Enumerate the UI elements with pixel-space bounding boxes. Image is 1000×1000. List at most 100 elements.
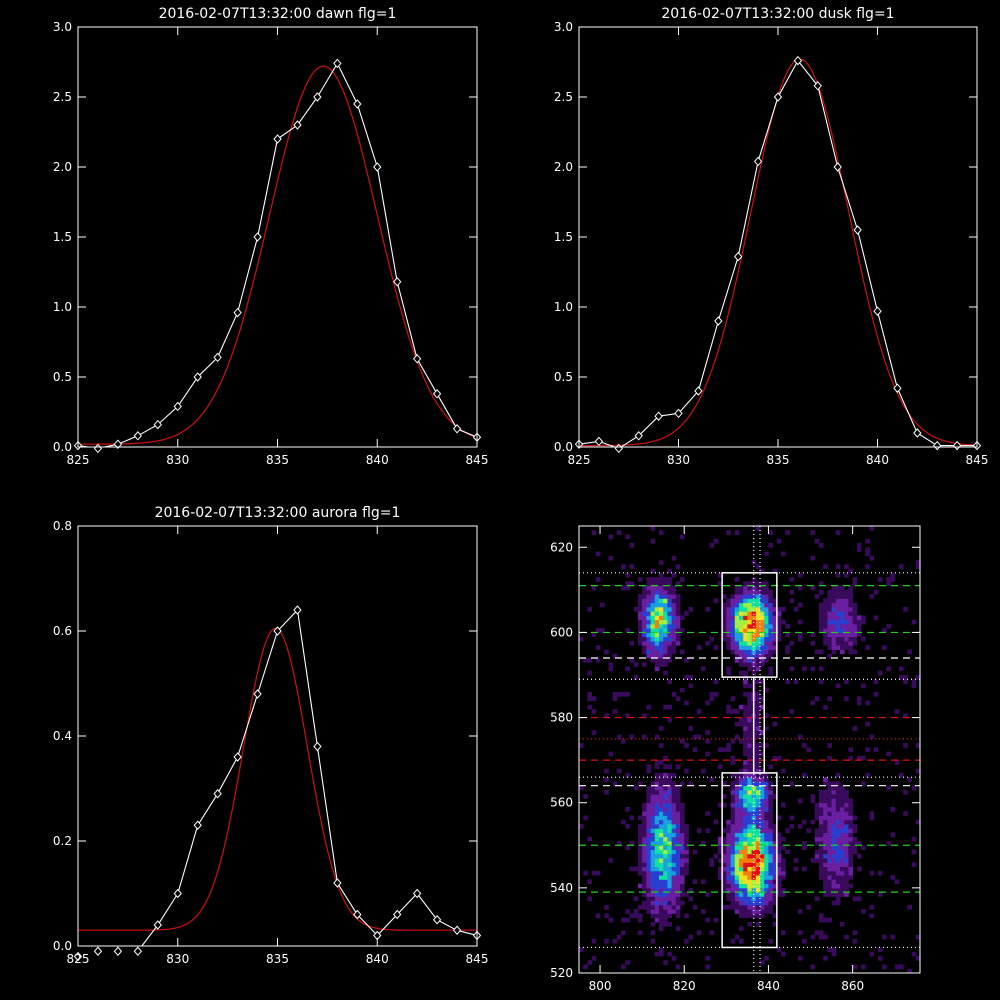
heatmap-cell: [844, 824, 849, 829]
heatmap-cell: [747, 696, 752, 701]
heatmap-cell: [654, 640, 660, 646]
heatmap-cell: [844, 598, 849, 604]
heatmap-cell: [768, 900, 773, 906]
heatmap-cell: [764, 649, 769, 655]
heatmap-cell: [659, 798, 664, 804]
heatmap-cell: [739, 853, 744, 859]
heatmap-cell: [764, 781, 769, 787]
heatmap-cell: [844, 870, 849, 876]
heatmap-cell: [894, 709, 900, 714]
heatmap-cell: [726, 747, 731, 753]
heatmap-cell: [823, 794, 828, 799]
heatmap-cell: [835, 896, 841, 902]
heatmap-cell: [755, 896, 761, 902]
heatmap-cell: [625, 581, 630, 586]
heatmap-cell: [734, 734, 740, 740]
heatmap-cell: [663, 636, 668, 642]
heatmap-cell: [831, 632, 837, 638]
heatmap-cell: [734, 781, 740, 787]
heatmap-cell: [915, 743, 921, 748]
data-point: [113, 946, 123, 957]
heatmap-cell: [650, 858, 656, 863]
heatmap-cell: [730, 649, 736, 655]
heatmap-cell: [726, 598, 731, 604]
heatmap-cell: [667, 853, 672, 859]
heatmap-cell: [856, 619, 862, 625]
heatmap-cell: [764, 879, 769, 884]
heatmap-cell: [827, 611, 832, 616]
heatmap-cell: [827, 875, 832, 880]
heatmap-cell: [747, 849, 752, 855]
heatmap-cell: [861, 909, 866, 914]
heatmap-cell: [911, 862, 917, 867]
heatmap-cell: [734, 530, 740, 535]
heatmap-cell: [646, 704, 651, 710]
heatmap-cell: [760, 781, 765, 787]
heatmap-cell: [650, 636, 656, 642]
heatmap-cell: [684, 824, 689, 829]
heatmap-cell: [869, 904, 875, 910]
heatmap-cell: [713, 853, 719, 859]
heatmap-cell: [755, 598, 761, 604]
heatmap-cell: [667, 632, 672, 638]
data-line: [141, 608, 477, 946]
heatmap-cell: [654, 662, 660, 667]
heatmap-cell: [751, 666, 757, 672]
heatmap-cell: [659, 572, 664, 578]
heatmap-cell: [751, 615, 757, 621]
heatmap-cell: [722, 615, 727, 621]
heatmap-cell: [856, 543, 862, 548]
heatmap-cell: [659, 900, 664, 906]
heatmap-cell: [903, 811, 908, 816]
y-tick-label: 2.0: [53, 160, 72, 174]
heatmap-cell: [654, 602, 660, 608]
heatmap-cell: [739, 658, 744, 663]
heatmap-cell: [739, 849, 744, 855]
heatmap-cell: [764, 777, 769, 782]
heatmap-cell: [726, 615, 731, 621]
heatmap-cell: [659, 615, 664, 621]
heatmap-cell: [696, 734, 702, 740]
heatmap-cell: [625, 807, 630, 812]
heatmap-cell: [848, 802, 853, 808]
heatmap-cell: [814, 896, 820, 902]
heatmap-cell: [797, 585, 803, 591]
heatmap-cell: [684, 832, 689, 838]
heatmap-cell: [823, 789, 828, 795]
heatmap-cell: [894, 879, 900, 884]
heatmap-cell: [835, 832, 841, 838]
heatmap-cell: [768, 819, 773, 825]
heatmap-cell: [675, 862, 681, 867]
heatmap-cell: [680, 802, 685, 808]
heatmap-cell: [755, 611, 761, 616]
heatmap-cell: [772, 636, 778, 642]
heatmap-cell: [734, 892, 740, 897]
heatmap-cell: [819, 666, 824, 672]
heatmap-cell: [764, 836, 769, 842]
heatmap-cell: [743, 683, 748, 689]
heatmap-cell: [650, 802, 656, 808]
heatmap-cell: [705, 892, 710, 897]
heatmap-cell: [654, 764, 660, 770]
heatmap-cell: [671, 781, 677, 787]
heatmap-cell: [840, 611, 845, 616]
heatmap-cell: [659, 802, 664, 808]
heatmap-cell: [768, 875, 773, 880]
heatmap-cell: [840, 636, 845, 642]
heatmap-cell: [587, 670, 592, 676]
heatmap-cell: [755, 807, 761, 812]
heatmap-cell: [861, 615, 866, 621]
heatmap-cell: [654, 645, 660, 650]
heatmap-cell: [831, 802, 837, 808]
heatmap-cell: [819, 845, 824, 850]
heatmap-cell: [730, 853, 736, 859]
heatmap-cell: [659, 772, 664, 778]
heatmap-cell: [713, 692, 719, 697]
heatmap-cell: [755, 764, 761, 770]
heatmap-cell: [835, 819, 841, 825]
heatmap-cell: [755, 828, 761, 833]
heatmap-cell: [844, 589, 849, 595]
heatmap-cell: [819, 679, 824, 684]
heatmap-cell: [739, 866, 744, 872]
heatmap-cell: [827, 789, 832, 795]
